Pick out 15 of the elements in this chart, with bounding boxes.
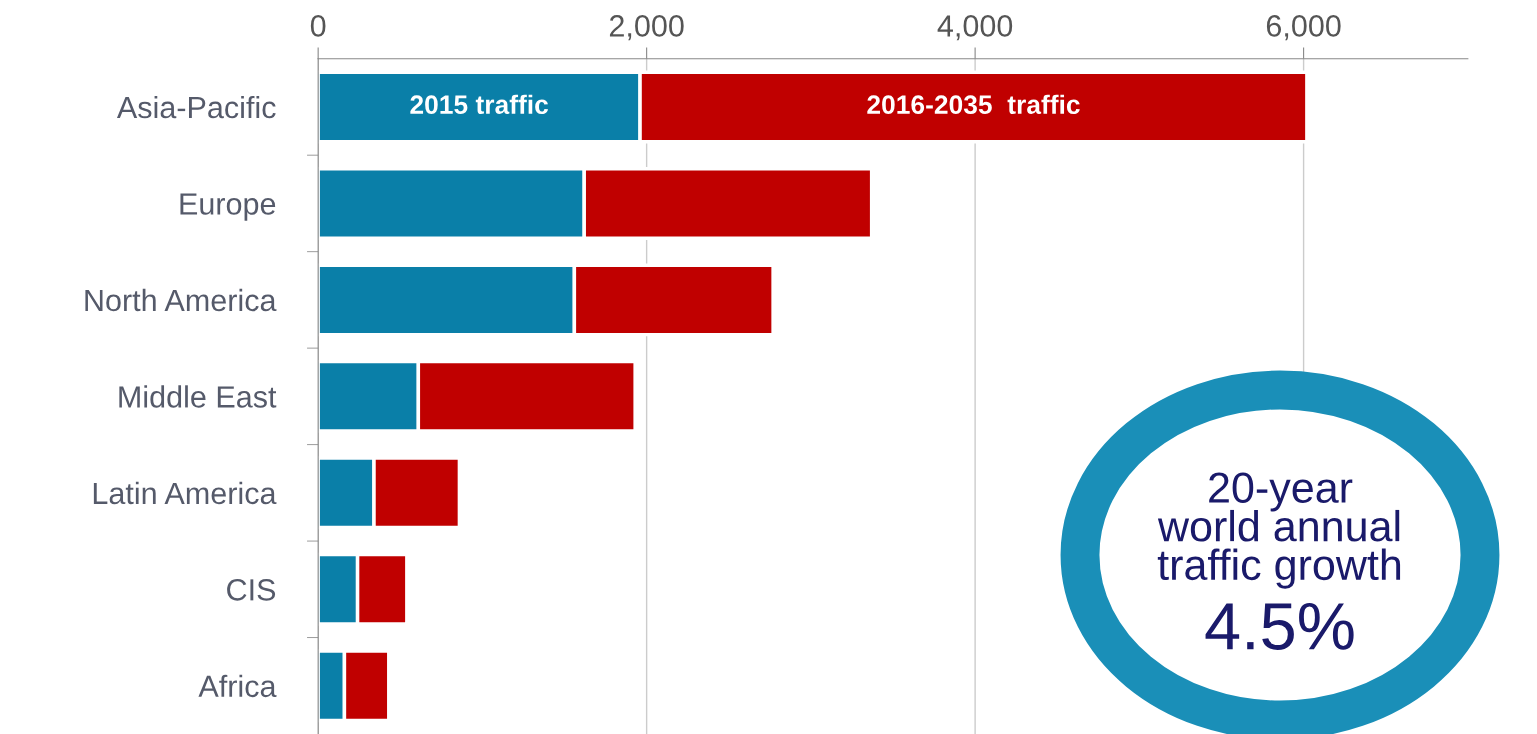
annotation: 4.5%: [1205, 602, 1354, 650]
y-tick-label: Asia-Pacific: [116, 95, 276, 119]
y-tick-label: CIS: [227, 579, 276, 601]
x-tick-label: 6,000: [1266, 15, 1341, 41]
y-tick-label: Latin America: [93, 481, 277, 505]
y-tick-label: Africa: [198, 674, 277, 698]
x-tick-label: 2,000: [609, 15, 684, 41]
annotation: 20-year world annual traffic growth: [1157, 472, 1401, 589]
x-tick-label: 4,000: [937, 15, 1013, 41]
y-tick-label: North America: [85, 288, 277, 312]
y-tick-label: Middle East: [119, 385, 277, 408]
series-label: 2016-2035 traffic: [867, 94, 1080, 115]
series-label: 2015 traffic: [410, 94, 549, 115]
x-tick-label: 0: [310, 15, 326, 37]
y-tick-label: Europe: [180, 193, 276, 221]
